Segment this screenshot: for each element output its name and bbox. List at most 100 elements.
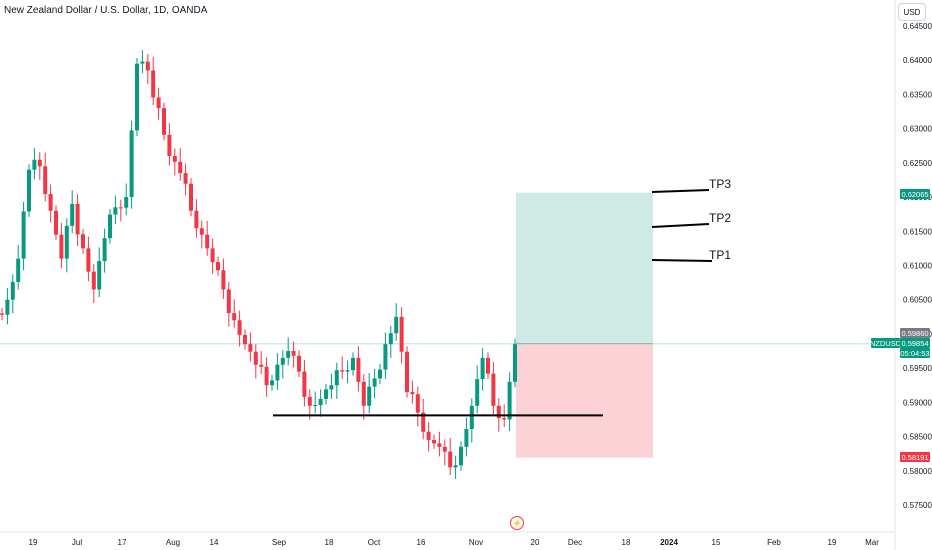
candle-body bbox=[183, 173, 188, 184]
candle-body bbox=[59, 234, 64, 259]
candle-body bbox=[10, 281, 15, 300]
x-tick-label: 18 bbox=[325, 538, 334, 547]
candle-body bbox=[486, 357, 490, 374]
candle-body bbox=[129, 130, 134, 198]
y-tick-label: 0.60500 bbox=[903, 296, 932, 305]
candle-body bbox=[248, 344, 253, 352]
candle-body bbox=[37, 159, 42, 167]
y-tick-label: 0.58500 bbox=[903, 433, 932, 442]
tp-line bbox=[651, 259, 713, 262]
price-label: 0.59854 bbox=[901, 339, 928, 348]
candle-body bbox=[140, 61, 145, 64]
candle-body bbox=[232, 313, 237, 321]
candle-body bbox=[151, 70, 156, 98]
x-tick-label: Feb bbox=[767, 538, 781, 547]
lightning-icon[interactable]: ⚡ bbox=[510, 516, 524, 530]
x-tick-label: 17 bbox=[118, 538, 127, 547]
candle-body bbox=[162, 108, 166, 135]
x-tick-label: 16 bbox=[417, 538, 426, 547]
x-tick-label: Dec bbox=[568, 538, 582, 547]
candle-body bbox=[156, 97, 161, 109]
candle-body bbox=[253, 351, 258, 365]
x-tick-label: 15 bbox=[712, 538, 721, 547]
y-tick-label: 0.61500 bbox=[903, 227, 932, 236]
candle-body bbox=[280, 357, 285, 365]
y-tick-label: 0.59500 bbox=[903, 364, 932, 373]
candle-body bbox=[270, 380, 274, 386]
x-tick-label: 19 bbox=[828, 538, 837, 547]
candle-body bbox=[351, 357, 355, 371]
candle-body bbox=[513, 344, 517, 382]
tp-label: TP1 bbox=[709, 248, 731, 262]
candle-body bbox=[442, 446, 447, 452]
candle-body bbox=[48, 193, 53, 211]
candle-body bbox=[70, 203, 75, 226]
candle-body bbox=[199, 228, 204, 235]
candle-body bbox=[178, 161, 183, 174]
candle-body bbox=[480, 357, 485, 380]
candle-body bbox=[453, 465, 458, 468]
candle-body bbox=[16, 258, 21, 282]
price-label-bg bbox=[900, 452, 930, 462]
candle-body bbox=[167, 134, 172, 157]
candle-body bbox=[367, 386, 372, 406]
chart-title: New Zealand Dollar / U.S. Dollar, 1D, OA… bbox=[4, 5, 208, 16]
tp-label: TP2 bbox=[709, 211, 731, 225]
candle-body bbox=[496, 405, 501, 419]
x-tick-label: 20 bbox=[531, 538, 540, 547]
y-tick-label: 0.57500 bbox=[903, 501, 932, 510]
price-label-bg bbox=[900, 348, 930, 358]
price-label-bg bbox=[900, 328, 930, 338]
candle-body bbox=[226, 289, 231, 314]
candle-body bbox=[64, 225, 69, 259]
candle-body bbox=[405, 351, 409, 393]
candle-body bbox=[399, 316, 404, 352]
candle-body bbox=[172, 156, 177, 162]
candle-body bbox=[415, 394, 420, 413]
candle-body bbox=[426, 431, 431, 440]
price-label-bg bbox=[900, 189, 930, 199]
candle-body bbox=[437, 443, 442, 447]
profit-zone bbox=[516, 192, 653, 344]
candle-body bbox=[0, 313, 4, 315]
candle-body bbox=[75, 203, 80, 235]
candle-body bbox=[318, 398, 323, 406]
candle-body bbox=[194, 210, 199, 229]
candle-body bbox=[54, 210, 58, 235]
price-label: 0.62065 bbox=[901, 190, 928, 199]
currency-button[interactable]: USD bbox=[898, 3, 926, 21]
y-tick-label: 0.58000 bbox=[903, 467, 932, 476]
candle-body bbox=[237, 320, 242, 335]
candle-body bbox=[507, 381, 512, 420]
y-tick-label: 0.59000 bbox=[903, 398, 932, 407]
candle-body bbox=[86, 248, 91, 272]
y-tick-label: 0.64500 bbox=[903, 22, 932, 31]
tp-line bbox=[651, 189, 710, 193]
candle-body bbox=[356, 357, 361, 382]
price-label: NZDUSD bbox=[870, 339, 902, 348]
y-tick-label: 0.62500 bbox=[903, 159, 932, 168]
candle-body bbox=[372, 378, 377, 387]
candle-body bbox=[243, 334, 247, 345]
candle-body bbox=[216, 262, 220, 271]
candle-body bbox=[410, 392, 415, 395]
candle-body bbox=[210, 248, 215, 263]
y-tick-label: 0.64000 bbox=[903, 56, 932, 65]
price-label: 0.59860 bbox=[901, 329, 928, 338]
candle-body bbox=[388, 333, 393, 345]
candle-body bbox=[459, 446, 463, 466]
candle-body bbox=[32, 159, 37, 170]
candle-body bbox=[297, 355, 301, 372]
candle-body bbox=[43, 166, 48, 194]
price-label: 05:04:53 bbox=[900, 349, 929, 358]
candle-body bbox=[113, 207, 118, 215]
y-tick-label: 0.63500 bbox=[903, 90, 932, 99]
candle-body bbox=[383, 344, 388, 370]
x-tick-label: 2024 bbox=[660, 538, 678, 547]
candle-body bbox=[264, 366, 269, 386]
candle-body bbox=[448, 451, 453, 468]
candle-body bbox=[378, 369, 382, 379]
x-tick-label: Mar bbox=[865, 538, 879, 547]
candle-body bbox=[118, 207, 123, 209]
